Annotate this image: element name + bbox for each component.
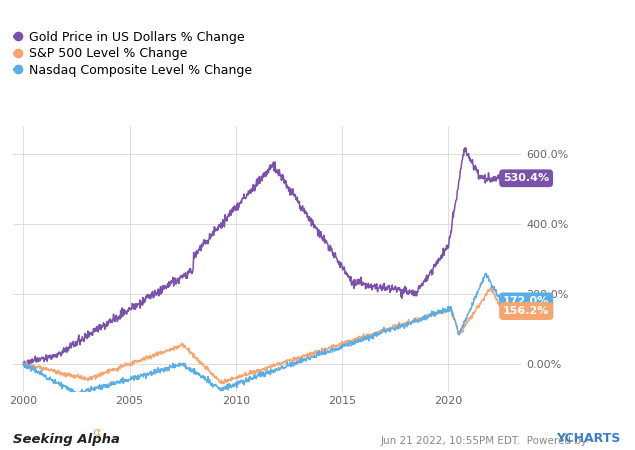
- Text: 172.0%: 172.0%: [503, 297, 549, 306]
- Text: α: α: [92, 426, 100, 439]
- Text: 530.4%: 530.4%: [503, 173, 549, 183]
- Text: Jun 21 2022, 10:55PM EDT.  Powered by: Jun 21 2022, 10:55PM EDT. Powered by: [381, 436, 591, 446]
- Text: 156.2%: 156.2%: [503, 306, 549, 316]
- Legend: Gold Price in US Dollars % Change, S&P 500 Level % Change, Nasdaq Composite Leve: Gold Price in US Dollars % Change, S&P 5…: [14, 32, 252, 76]
- Text: Seeking Alpha: Seeking Alpha: [13, 432, 120, 446]
- Text: YCHARTS: YCHARTS: [556, 432, 620, 446]
